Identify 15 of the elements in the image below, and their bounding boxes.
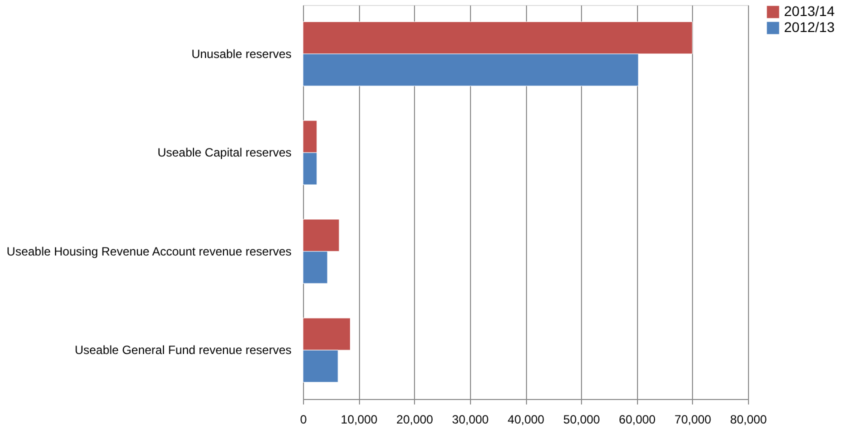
x-tick-label: 20,000 — [396, 412, 434, 426]
y-tick-label: Useable Capital reserves — [157, 146, 292, 160]
legend-label: 2013/14 — [784, 3, 835, 19]
x-tick-label: 70,000 — [674, 412, 712, 426]
x-tick-label: 0 — [300, 412, 308, 426]
x-tick-label: 60,000 — [618, 412, 656, 426]
legend-label: 2012/13 — [784, 19, 835, 35]
y-tick-label: Useable General Fund revenue reserves — [74, 343, 292, 358]
y-tick-label: Useable Housing Revenue Account revenue reserves — [6, 244, 292, 258]
x-tick-label: 40,000 — [508, 412, 545, 426]
x-tick-label: 80,000 — [730, 412, 768, 426]
x-tick-label: 30,000 — [452, 412, 490, 426]
x-tick-label: 50,000 — [563, 412, 600, 426]
y-tick-label: Unusable reserves — [191, 46, 292, 61]
x-tick-label: 10,000 — [340, 412, 378, 426]
